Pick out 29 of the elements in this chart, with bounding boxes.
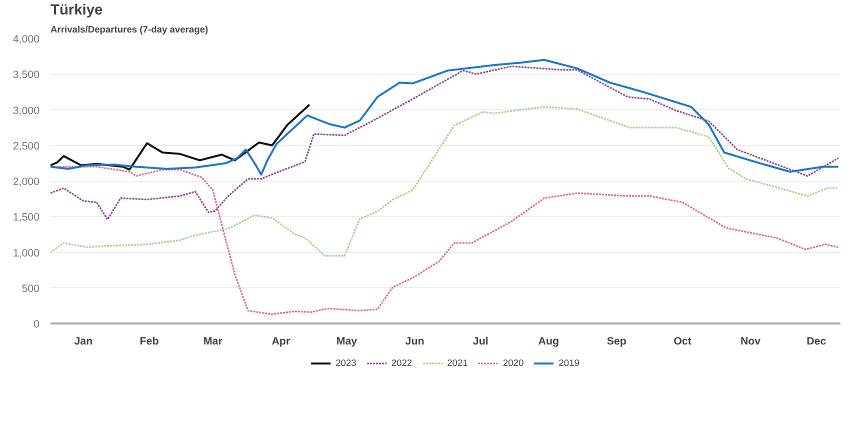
y-tick-label: 500	[22, 282, 40, 295]
x-tick-label: Feb	[140, 336, 160, 348]
x-tick-label: Oct	[674, 336, 692, 348]
chart-title: Türkiye	[50, 2, 103, 18]
y-tick-label: 4,000	[12, 34, 40, 46]
x-tick-label: Jan	[74, 336, 93, 348]
line-series	[50, 104, 310, 171]
legend-label: 2021	[447, 358, 468, 368]
x-tick-label: Jun	[405, 336, 424, 348]
legend-label: 2020	[502, 358, 524, 368]
y-tick-label: 3,500	[12, 69, 40, 82]
x-tick-label: Jul	[472, 336, 488, 348]
x-tick-label: Dec	[806, 336, 826, 348]
chart-subtitle: Arrivals/Departures (7-day average)	[50, 24, 208, 34]
y-tick-label: 2,000	[12, 176, 40, 188]
y-tick-label: 1,000	[12, 247, 40, 260]
legend-label: 2022	[391, 358, 412, 368]
y-tick-label: 3,000	[12, 104, 40, 117]
legend-label: 2023	[336, 358, 356, 368]
y-tick-label: 0	[34, 318, 40, 330]
legend-label: 2019	[558, 358, 580, 368]
y-tick-label: 2,500	[12, 140, 40, 152]
y-tick-label: 1,500	[12, 212, 40, 224]
x-tick-label: Apr	[272, 336, 290, 348]
x-tick-label: Aug	[538, 336, 559, 348]
x-tick-label: Mar	[203, 336, 222, 348]
x-tick-label: Sep	[606, 336, 627, 348]
x-tick-label: Nov	[740, 336, 761, 348]
x-tick-label: May	[336, 336, 358, 348]
